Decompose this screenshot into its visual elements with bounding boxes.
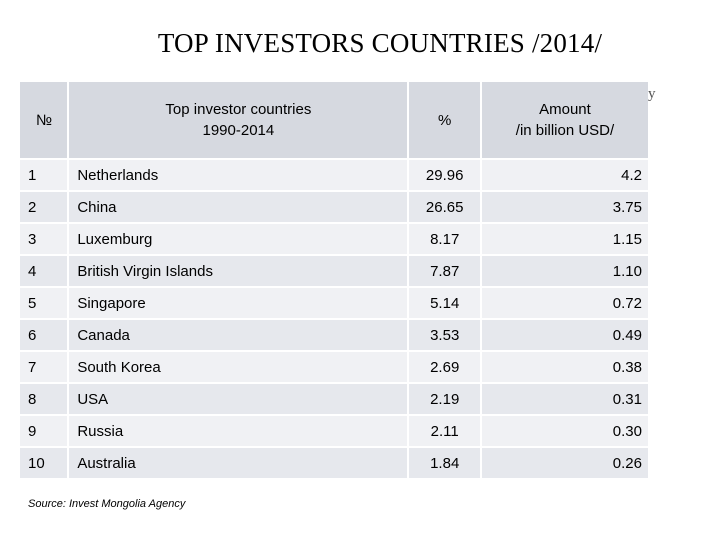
cell-country: Canada [69,318,410,350]
investors-table: № Top investor countries 1990-2014 % Amo… [20,82,648,478]
table-row: 5 Singapore 5.14 0.72 [20,286,648,318]
table-row: 2 China 26.65 3.75 [20,190,648,222]
table-body: 1 Netherlands 29.96 4.2 2 China 26.65 3.75 3 Luxe… [20,158,648,478]
table-row: 6 Canada 3.53 0.49 [20,318,648,350]
cell-country: Russia [69,414,410,446]
header-amount: Amount /in billion USD/ [481,82,648,158]
cell-amount: 0.49 [481,318,648,350]
header-country: Top investor countries 1990-2014 [69,82,410,158]
cell-amount: 4.2 [481,158,648,190]
cell-percent: 7.87 [409,254,482,286]
cell-amount: 0.31 [481,382,648,414]
cell-no: 2 [20,190,70,222]
cell-no: 8 [20,382,70,414]
slide-title: TOP INVESTORS COUNTRIES /2014/ [157,28,603,58]
cell-no: 10 [20,446,70,478]
cell-no: 3 [20,222,70,254]
cell-no: 7 [20,350,70,382]
cell-no: 4 [20,254,70,286]
cell-no: 5 [20,286,70,318]
cell-no: 6 [20,318,70,350]
cell-amount: 1.15 [481,222,648,254]
header-amount-line2: /in billion USD/ [515,122,615,139]
cell-country: Netherlands [69,158,410,190]
cell-percent: 3.53 [409,318,482,350]
cell-percent: 2.19 [409,382,482,414]
cell-amount: 0.26 [481,446,648,478]
cell-amount: 0.30 [481,414,648,446]
cell-amount: 0.72 [481,286,648,318]
cell-percent: 2.11 [409,414,482,446]
header-no: № [20,82,70,158]
header-amount-line1: Amount [539,101,591,118]
cell-percent: 2.69 [409,350,482,382]
header-country-line2: 1990-2014 [202,122,275,139]
cell-percent: 8.17 [409,222,482,254]
cell-amount: 0.38 [481,350,648,382]
table-row: 4 British Virgin Islands 7.87 1.10 [20,254,648,286]
cell-country: Singapore [69,286,410,318]
cell-no: 9 [20,414,70,446]
cell-amount: 3.75 [481,190,648,222]
stray-mark: y [648,86,656,102]
header-percent: % [409,82,482,158]
table-row: 3 Luxemburg 8.17 1.15 [20,222,648,254]
cell-country: British Virgin Islands [69,254,410,286]
source-note: Source: Invest Mongolia Agency [28,498,186,510]
header-country-line1: Top investor countries [165,101,312,118]
cell-percent: 1.84 [409,446,482,478]
cell-country: Australia [69,446,410,478]
table-row: 8 USA 2.19 0.31 [20,382,648,414]
cell-amount: 1.10 [481,254,648,286]
table-row: 1 Netherlands 29.96 4.2 [20,158,648,190]
header-no-label: № [36,111,53,129]
cell-no: 1 [20,158,70,190]
cell-percent: 5.14 [409,286,482,318]
table-row: 9 Russia 2.11 0.30 [20,414,648,446]
cell-country: Luxemburg [69,222,410,254]
table-row: 10 Australia 1.84 0.26 [20,446,648,478]
cell-percent: 29.96 [409,158,482,190]
cell-country: USA [69,382,410,414]
table-header-row: № Top investor countries 1990-2014 % Amo… [20,82,648,158]
cell-percent: 26.65 [409,190,482,222]
cell-country: South Korea [69,350,410,382]
cell-country: China [69,190,410,222]
table-row: 7 South Korea 2.69 0.38 [20,350,648,382]
